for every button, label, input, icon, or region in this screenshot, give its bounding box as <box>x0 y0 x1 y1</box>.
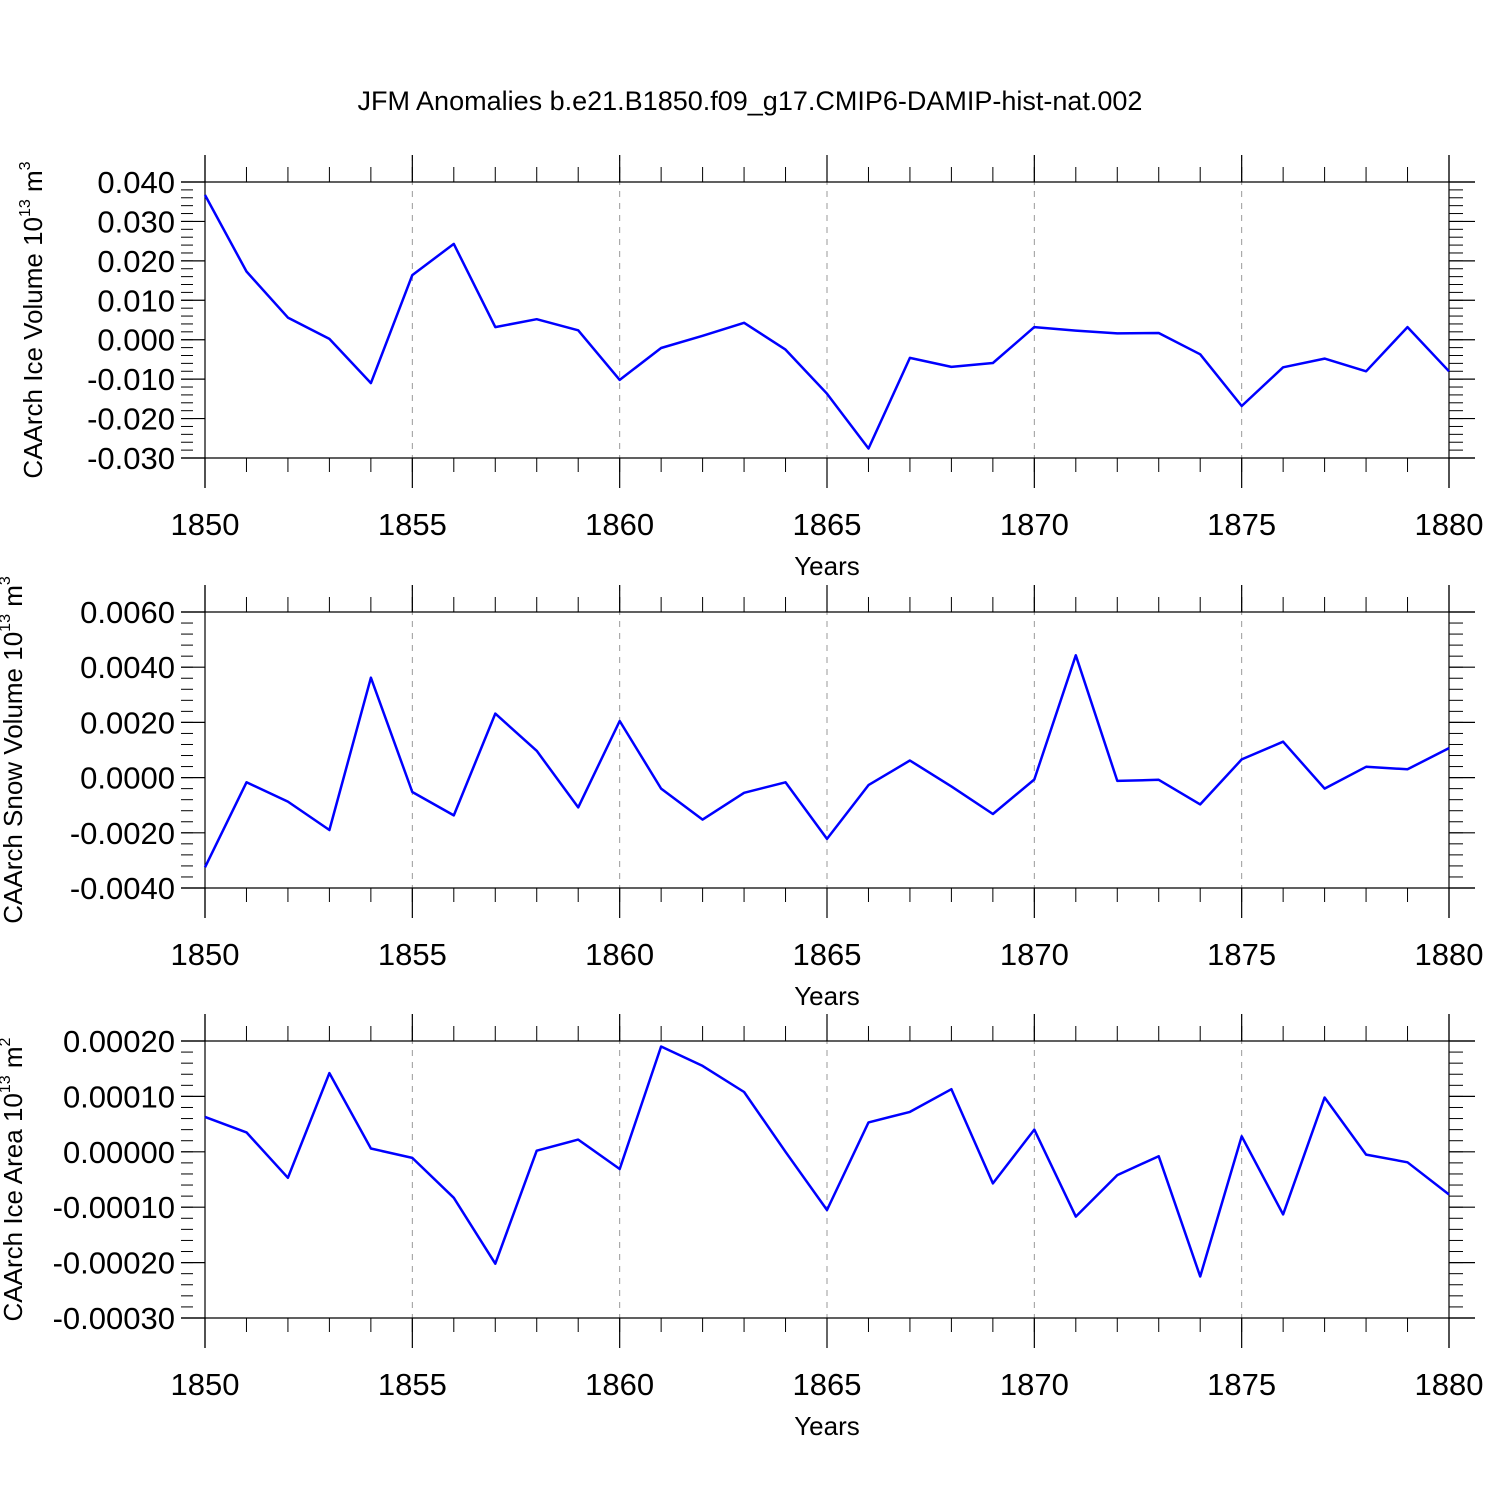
panel1-x-tick-label: 1880 <box>1415 507 1484 542</box>
panel1-x-tick-label: 1850 <box>171 507 240 542</box>
panel3-x-axis-label: Years <box>794 1411 860 1441</box>
panel2-x-axis-label: Years <box>794 981 860 1011</box>
panel1-x-tick-label: 1870 <box>1000 507 1069 542</box>
panel1-x-tick-label: 1865 <box>793 507 862 542</box>
panel3-y-tick-label: 0.00000 <box>63 1135 175 1170</box>
panel1-y-tick-label: 0.000 <box>97 323 175 358</box>
panel1-x-tick-label: 1860 <box>585 507 654 542</box>
panel2-y-tick-label: 0.0040 <box>80 650 175 685</box>
panel2-y-tick-label: -0.0020 <box>70 816 175 851</box>
panel1-y-axis-label: CAArch Ice Volume 1013 m3 <box>17 161 48 478</box>
panel2-x-tick-label: 1850 <box>171 937 240 972</box>
panel1-y-tick-label: 0.010 <box>97 283 175 318</box>
panel2-y-tick-label: 0.0020 <box>80 705 175 740</box>
panel2-y-tick-label: 0.0060 <box>80 595 175 630</box>
panel3-y-axis-label: CAArch Ice Area 1013 m2 <box>0 1037 28 1321</box>
chart-title: JFM Anomalies b.e21.B1850.f09_g17.CMIP6-… <box>358 86 1143 116</box>
panel3-x-tick-label: 1855 <box>378 1367 447 1402</box>
panel2-x-tick-label: 1880 <box>1415 937 1484 972</box>
panel2-y-axis-label: CAArch Snow Volume 1013 m3 <box>0 576 28 924</box>
panel3-x-tick-label: 1870 <box>1000 1367 1069 1402</box>
panel2-x-tick-label: 1865 <box>793 937 862 972</box>
panel2-y-tick-label: 0.0000 <box>80 761 175 796</box>
panel1-y-tick-label: 0.020 <box>97 244 175 279</box>
panel3-y-tick-label: -0.00020 <box>53 1246 175 1281</box>
panel2-series-line <box>205 655 1449 867</box>
panel3-y-tick-label: 0.00020 <box>63 1024 175 1059</box>
panel3-y-tick-label: -0.00010 <box>53 1190 175 1225</box>
panel3-x-tick-label: 1865 <box>793 1367 862 1402</box>
panel1-x-axis-label: Years <box>794 551 860 581</box>
panel2-y-tick-label: -0.0040 <box>70 871 175 906</box>
panel2-x-tick-label: 1855 <box>378 937 447 972</box>
panel1-y-tick-label: -0.020 <box>87 402 175 437</box>
panel3-x-tick-label: 1875 <box>1207 1367 1276 1402</box>
panel1-y-tick-label: 0.030 <box>97 204 175 239</box>
panel1-y-tick-label: -0.030 <box>87 441 175 476</box>
panel3-x-tick-label: 1860 <box>585 1367 654 1402</box>
panel1-x-tick-label: 1855 <box>378 507 447 542</box>
panel2-x-tick-label: 1875 <box>1207 937 1276 972</box>
panel2-x-tick-label: 1870 <box>1000 937 1069 972</box>
panel2-x-tick-label: 1860 <box>585 937 654 972</box>
panel3-x-tick-label: 1880 <box>1415 1367 1484 1402</box>
panel1-y-tick-label: -0.010 <box>87 362 175 397</box>
panel3-y-tick-label: 0.00010 <box>63 1079 175 1114</box>
panel1-x-tick-label: 1875 <box>1207 507 1276 542</box>
panel3-y-tick-label: -0.00030 <box>53 1301 175 1336</box>
panel1-y-tick-label: 0.040 <box>97 165 175 200</box>
panel3-x-tick-label: 1850 <box>171 1367 240 1402</box>
